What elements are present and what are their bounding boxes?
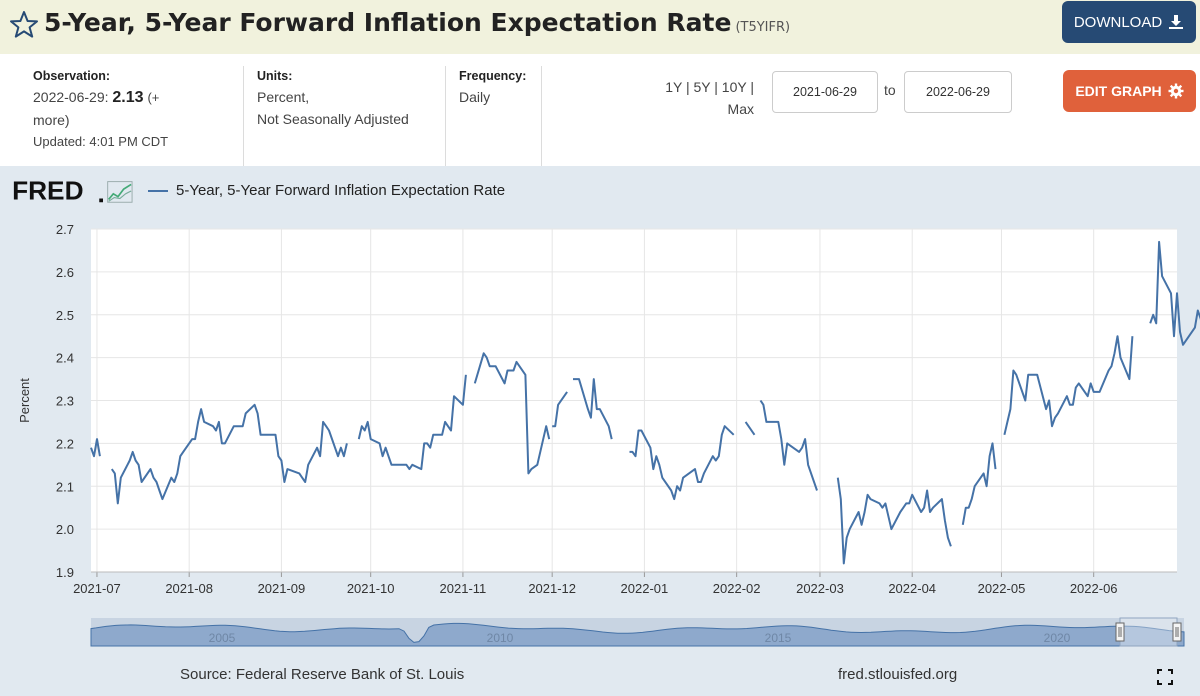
y-tick-label: 2.4 xyxy=(56,351,74,366)
observation-date: 2022-06-29: xyxy=(33,89,109,105)
y-tick-label: 2.3 xyxy=(56,394,74,409)
series-line-segment xyxy=(473,352,551,475)
minimap-area xyxy=(90,622,1185,647)
y-tick-label: 2.7 xyxy=(56,222,74,237)
series-line-segment xyxy=(759,399,818,491)
minimap-selection xyxy=(1119,617,1178,647)
series-line-segment xyxy=(552,391,568,428)
x-tick-label: 2021-07 xyxy=(73,581,121,596)
divider xyxy=(541,66,542,166)
x-tick-label: 2022-03 xyxy=(796,581,844,596)
units-label: Units: xyxy=(257,69,293,83)
units-line1: Percent, xyxy=(257,89,310,105)
to-label: to xyxy=(884,82,896,98)
gear-icon xyxy=(1168,83,1184,99)
y-tick-label: 2.2 xyxy=(56,436,74,451)
x-tick-label: 2022-02 xyxy=(713,581,761,596)
edit-graph-button[interactable]: EDIT GRAPH xyxy=(1063,70,1196,112)
legend-swatch xyxy=(148,189,168,192)
x-tick-label: 2021-09 xyxy=(258,581,306,596)
title-bar: 5-Year, 5-Year Forward Inflation Expecta… xyxy=(0,0,1200,54)
y-tick-label: 2.5 xyxy=(56,308,74,323)
download-icon xyxy=(1169,15,1184,29)
minimap-handle[interactable] xyxy=(1172,622,1182,642)
meta-row: Observation: 2022-06-29: 2.13 (+ more) U… xyxy=(0,54,1200,166)
minimap-year-label: 2010 xyxy=(487,631,514,645)
minimap-year-label: 2005 xyxy=(209,631,236,645)
download-label: DOWNLOAD xyxy=(1073,13,1163,31)
fullscreen-icon[interactable] xyxy=(1156,668,1174,686)
observation-label: Observation: xyxy=(33,69,111,83)
y-tick-label: 2.6 xyxy=(56,265,74,280)
more-link-1[interactable]: (+ xyxy=(147,90,160,105)
minimap-year-label: 2020 xyxy=(1044,631,1071,645)
divider xyxy=(243,66,244,166)
more-link-2[interactable]: more) xyxy=(33,112,70,128)
minimap-handle[interactable] xyxy=(1115,622,1125,642)
range-10y[interactable]: 10Y xyxy=(721,79,747,95)
x-tick-label: 2022-05 xyxy=(978,581,1026,596)
x-tick-label: 2022-01 xyxy=(621,581,669,596)
y-tick-label: 2.0 xyxy=(56,522,74,537)
y-tick-label: 2.1 xyxy=(56,479,74,494)
x-tick-label: 2021-11 xyxy=(440,581,487,596)
series-line-segment xyxy=(629,425,735,501)
range-sep: | xyxy=(750,79,754,95)
series-title: 5-Year, 5-Year Forward Inflation Expecta… xyxy=(44,8,732,37)
series-line-segment xyxy=(836,477,952,565)
source-text: Source: Federal Reserve Bank of St. Loui… xyxy=(180,666,465,683)
x-tick-label: 2021-12 xyxy=(528,581,576,596)
series-line-segment xyxy=(90,438,101,458)
x-tick-label: 2021-08 xyxy=(165,581,213,596)
fred-logo: FRED xyxy=(12,176,133,205)
range-sep: | xyxy=(714,79,718,95)
start-date-input[interactable]: 2021-06-29 xyxy=(772,71,878,113)
minimap-year-label: 2015 xyxy=(765,631,792,645)
series-line-segment xyxy=(744,421,756,436)
divider xyxy=(445,66,446,166)
range-sep: | xyxy=(685,79,690,95)
chart-legend: 5-Year, 5-Year Forward Inflation Expecta… xyxy=(148,182,505,199)
updated-time: Updated: 4:01 PM CDT xyxy=(33,134,169,149)
star-icon[interactable] xyxy=(8,9,40,41)
graph-area: FRED 5-Year, 5-Year Forward Inflation Ex… xyxy=(0,166,1200,696)
svg-text:FRED: FRED xyxy=(12,176,83,205)
download-button[interactable]: DOWNLOAD xyxy=(1062,1,1196,43)
observation-value: 2.13 xyxy=(112,89,144,106)
fred-url[interactable]: fred.stlouisfed.org xyxy=(838,666,958,683)
series-line-segment xyxy=(961,442,997,525)
units-block: Units: Percent, Not Seasonally Adjusted xyxy=(257,68,437,130)
series-line-segment xyxy=(1149,240,1200,346)
legend-label: 5-Year, 5-Year Forward Inflation Expecta… xyxy=(176,182,506,199)
y-axis-label: Percent xyxy=(17,378,32,423)
line-chart: 1.9 2.0 2.1 2.2 2.3 2.4 2.5 2.6 2.7 2021-07 2021-0… xyxy=(17,222,1200,647)
x-tick-label: 2021-10 xyxy=(347,581,395,596)
range-links: 1Y | 5Y | 10Y | Max xyxy=(630,76,754,120)
x-tick-label: 2022-06 xyxy=(1070,581,1118,596)
series-line-segment xyxy=(573,378,613,440)
series-id: (T5YIFR) xyxy=(735,20,791,35)
observation-block: Observation: 2022-06-29: 2.13 (+ more) U… xyxy=(33,68,233,153)
range-max[interactable]: Max xyxy=(727,101,754,117)
end-date-input[interactable]: 2022-06-29 xyxy=(904,71,1012,113)
series-line-segment xyxy=(357,374,467,471)
units-line2: Not Seasonally Adjusted xyxy=(257,111,409,127)
frequency-block: Frequency: Daily xyxy=(459,68,539,108)
edit-graph-label: EDIT GRAPH xyxy=(1075,83,1162,99)
y-tick-label: 1.9 xyxy=(56,565,74,580)
range-1y[interactable]: 1Y xyxy=(665,79,683,95)
page-title: 5-Year, 5-Year Forward Inflation Expecta… xyxy=(44,8,790,37)
x-tick-label: 2022-04 xyxy=(888,581,936,596)
frequency-label: Frequency: xyxy=(459,69,527,83)
series-line-segment xyxy=(110,403,348,505)
frequency-value: Daily xyxy=(459,89,491,105)
series-line-segment xyxy=(1003,335,1134,436)
range-5y[interactable]: 5Y xyxy=(693,79,711,95)
